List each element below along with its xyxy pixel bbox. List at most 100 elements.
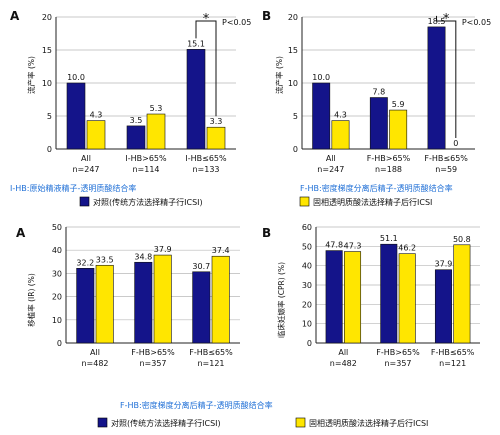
legend-swatch-control: [97, 417, 108, 428]
y-tick-label: 0: [47, 145, 52, 154]
y-tick-label: 40: [52, 246, 62, 255]
bar-control: [66, 82, 86, 150]
panel-letter: B: [262, 226, 271, 240]
x-tick-sample-size: n=482: [81, 359, 108, 368]
data-label: 50.8: [453, 235, 471, 244]
legend-swatch-treatment: [295, 417, 306, 428]
bar-treatment: [95, 264, 114, 344]
bar-control: [126, 125, 146, 150]
data-label: 34.8: [134, 252, 152, 261]
x-tick-label: F-HB≤65%: [431, 348, 475, 357]
x-tick-label: All: [338, 348, 348, 357]
bar-control: [76, 267, 95, 344]
bar-treatment: [389, 109, 408, 150]
y-tick-label: 30: [302, 281, 312, 290]
plot-area: 0 5 10 15 20 10.0 4.3 All n=247 3.5 5.3 I-HB>65% n=1…: [42, 12, 252, 174]
x-tick-label: All: [81, 154, 91, 163]
bottom-legend: F-HB:密度梯度分离后精子-透明质酸结合率 对照(传统方法选择精子行ICSI)…: [97, 400, 428, 428]
data-label: 5.3: [150, 104, 163, 113]
significance-bracket: [195, 20, 217, 117]
data-label: 51.1: [380, 234, 398, 243]
y-tick-label: 50: [52, 223, 62, 232]
data-label: 37.4: [212, 246, 230, 255]
data-label: 4.3: [90, 111, 103, 120]
bar-treatment: [153, 254, 172, 344]
panel-top-left: A 流产率 (%) 0 5 10 15 20 10.0 4.3 All n=247 3.5 5.3 I…: [10, 9, 251, 207]
y-axis-label: 流产率 (%): [274, 56, 284, 94]
x-tick-sample-size: n=114: [132, 165, 159, 174]
significance-star: *: [203, 12, 210, 27]
legend-swatch-control: [79, 196, 90, 207]
y-axis-label: 临床妊娠率 (CPR) (%): [276, 262, 286, 338]
data-label: 15.1: [187, 39, 205, 48]
x-tick-sample-size: n=188: [375, 165, 402, 174]
data-label: 46.2: [398, 244, 416, 253]
y-axis-label: 移植率 (IR) (%): [26, 273, 36, 327]
x-tick-label: F-HB>65%: [376, 348, 420, 357]
legend-label-control: 对照(传统方法选择精子行ICSI): [111, 418, 221, 428]
panel-letter: A: [16, 226, 26, 240]
data-label: 37.9: [154, 245, 172, 254]
x-tick-sample-size: n=247: [317, 165, 344, 174]
x-tick-label: I-HB≤65%: [185, 154, 227, 163]
x-tick-sample-size: n=121: [197, 359, 224, 368]
data-label: 32.2: [76, 258, 94, 267]
panel-caption: I-HB:原始精液精子-透明质酸结合率: [10, 183, 136, 193]
bar-control: [186, 49, 206, 150]
bar-treatment: [211, 255, 230, 344]
plot-area: 0 10 20 30 40 50 32.2 33.5 All n=482 34.837.9 F-HB>…: [52, 223, 240, 368]
bottom-caption: F-HB:密度梯度分离后精子-透明质酸结合率: [120, 400, 273, 410]
p-value-label: P<0.05: [222, 18, 251, 27]
y-tick-label: 10: [42, 79, 52, 88]
y-tick-label: 15: [42, 46, 52, 55]
x-tick-label: All: [90, 348, 100, 357]
data-label: 7.8: [372, 88, 385, 97]
y-tick-label: 40: [302, 262, 312, 271]
x-tick-label: F-HB≤65%: [424, 154, 468, 163]
y-tick-label: 0: [307, 339, 312, 348]
x-tick-sample-size: n=133: [192, 165, 219, 174]
bar-control: [427, 26, 446, 150]
bar-control: [325, 250, 343, 344]
plot-area: 0 10 20 30 40 50 60 47.8 47.3 All n=482 51.146.2 F-H…: [302, 223, 480, 368]
significance-star: *: [443, 12, 450, 27]
panel-letter: B: [262, 9, 271, 23]
data-label: 3.3: [210, 117, 223, 126]
bar-control: [312, 82, 331, 150]
y-tick-label: 50: [302, 242, 312, 251]
x-tick-sample-size: n=357: [384, 359, 411, 368]
legend-label-treatment: 固相透明质酸法选择精子后行ICSI: [313, 197, 432, 207]
plot-area: 0 5 10 15 20 10.0 4.3 All n=247 7.8 5.9 F-HB>65% n=1…: [288, 12, 491, 174]
y-tick-label: 0: [57, 339, 62, 348]
bar-treatment: [86, 120, 106, 150]
y-axis-label: 流产率 (%): [26, 56, 36, 94]
panel-caption: F-HB:密度梯度分离后精子-透明质酸结合率: [300, 183, 453, 193]
y-tick-label: 5: [293, 112, 298, 121]
significance-bracket: [436, 15, 457, 138]
y-tick-label: 15: [288, 46, 298, 55]
panel-bottom-left: A 移植率 (IR) (%) 0 10 20 30 40 50 32.2 33.5 All n=4…: [16, 223, 240, 368]
bar-treatment: [453, 244, 471, 344]
data-label: 10.0: [67, 73, 85, 82]
panel-top-right: B 流产率 (%) 0 5 10 15 20 10.0 4.3 All n=247 7.8 5.9 F…: [262, 9, 491, 207]
data-label: 10.0: [312, 73, 330, 82]
data-label: 37.9: [435, 260, 453, 269]
bar-treatment: [331, 120, 350, 150]
data-label: 47.3: [344, 242, 362, 251]
y-tick-label: 0: [293, 145, 298, 154]
data-label: 4.3: [334, 111, 347, 120]
x-tick-label: F-HB≤65%: [189, 348, 233, 357]
x-tick-sample-size: n=121: [439, 359, 466, 368]
x-tick-label: F-HB>65%: [367, 154, 411, 163]
y-tick-label: 30: [52, 269, 62, 278]
y-tick-label: 20: [42, 13, 52, 22]
data-label: 3.5: [130, 116, 143, 125]
y-tick-label: 10: [302, 320, 312, 329]
data-label: 5.9: [392, 100, 405, 109]
y-tick-label: 10: [288, 79, 298, 88]
data-label: 47.8: [325, 241, 343, 250]
bar-control: [380, 243, 398, 344]
bar-control: [134, 261, 153, 344]
bar-control: [434, 269, 452, 344]
